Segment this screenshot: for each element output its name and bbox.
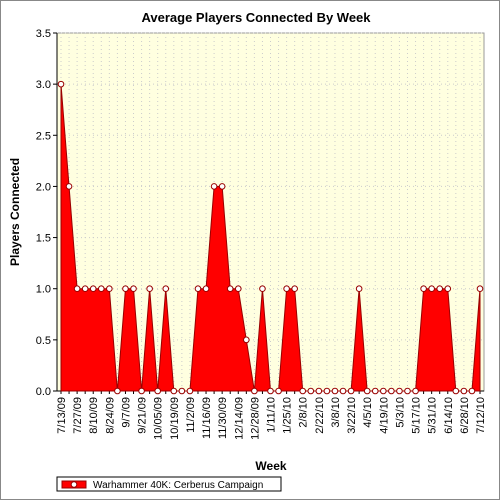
x-tick-label: 5/31/10 xyxy=(427,397,439,434)
point xyxy=(436,285,444,293)
point xyxy=(283,285,290,293)
x-tick-label: 1/25/10 xyxy=(282,397,294,434)
point xyxy=(106,285,113,293)
x-tick-label: 3/22/10 xyxy=(346,397,358,434)
point xyxy=(243,336,250,344)
point xyxy=(89,285,97,293)
x-tick-label: 1/11/10 xyxy=(266,397,278,433)
x-tick-label: 12/28/09 xyxy=(249,397,261,440)
point xyxy=(299,387,307,395)
legend-label: Warhammer 40K: Cerberus Campaign xyxy=(93,480,263,491)
point xyxy=(122,285,129,293)
point xyxy=(178,387,186,395)
y-tick-label: 1.0 xyxy=(36,284,51,296)
point xyxy=(81,285,89,293)
point xyxy=(323,387,331,395)
point xyxy=(251,387,258,395)
point xyxy=(452,387,460,395)
point xyxy=(420,285,427,293)
point xyxy=(154,387,161,395)
x-tick-label: 5/3/10 xyxy=(394,397,406,428)
point xyxy=(428,285,435,293)
point xyxy=(267,387,274,395)
point xyxy=(65,183,73,190)
point xyxy=(73,285,81,293)
point xyxy=(355,285,363,293)
y-tick-label: 0.5 xyxy=(36,335,51,347)
x-tick-label: 4/19/10 xyxy=(378,397,390,434)
x-tick-label: 11/2/09 xyxy=(185,397,197,433)
point xyxy=(194,285,202,293)
x-tick-label: 11/16/09 xyxy=(201,397,213,439)
point xyxy=(170,387,178,395)
x-tick-label: 9/21/09 xyxy=(137,397,149,434)
point xyxy=(97,285,105,293)
point xyxy=(259,285,266,293)
point xyxy=(130,285,137,293)
y-tick-label: 0.0 xyxy=(36,386,51,398)
point xyxy=(307,387,315,395)
legend-box xyxy=(56,476,282,492)
y-tick-label: 3.0 xyxy=(36,79,51,91)
x-tick-label: 2/8/10 xyxy=(298,397,310,428)
point xyxy=(210,183,218,190)
x-tick-label: 6/28/10 xyxy=(459,397,471,434)
x-tick-label: 10/19/09 xyxy=(169,397,181,440)
point xyxy=(114,387,121,395)
point xyxy=(138,387,145,395)
point xyxy=(275,387,282,395)
point xyxy=(412,387,419,395)
point xyxy=(57,80,65,88)
x-tick-label: 9/7/09 xyxy=(120,397,132,428)
x-tick-label: 11/30/09 xyxy=(217,397,229,439)
point xyxy=(396,387,403,395)
point xyxy=(315,387,323,395)
point xyxy=(404,387,411,395)
x-tick-label: 7/12/10 xyxy=(475,397,487,434)
point xyxy=(444,285,452,293)
point xyxy=(339,387,347,395)
point xyxy=(234,285,242,293)
point xyxy=(468,387,476,395)
point xyxy=(371,387,379,395)
x-tick-label: 2/22/10 xyxy=(314,397,326,434)
point xyxy=(218,183,226,190)
x-tick-label: 3/8/10 xyxy=(330,397,342,428)
point xyxy=(388,387,395,395)
y-tick-label: 1.5 xyxy=(36,233,51,245)
point xyxy=(363,387,371,395)
x-tick-label: 4/5/10 xyxy=(362,397,374,428)
x-axis-label: Week xyxy=(255,459,286,473)
chart-title: Average Players Connected By Week xyxy=(141,10,371,25)
point xyxy=(291,285,298,293)
point xyxy=(226,285,234,293)
point xyxy=(186,387,194,395)
x-tick-label: 6/14/10 xyxy=(443,397,455,434)
point xyxy=(476,285,484,293)
x-tick-label: 7/27/09 xyxy=(72,397,84,434)
x-tick-label: 5/17/10 xyxy=(411,397,423,434)
point xyxy=(460,387,468,395)
x-tick-label: 7/13/09 xyxy=(56,397,68,434)
point xyxy=(331,387,339,395)
point xyxy=(202,285,210,293)
x-tick-label: 8/10/09 xyxy=(88,397,100,434)
y-axis-label: Players Connected xyxy=(8,158,22,266)
x-tick-label: 8/24/09 xyxy=(104,397,116,434)
point xyxy=(162,285,170,293)
legend-marker xyxy=(70,481,78,488)
point xyxy=(380,387,387,395)
x-tick-label: 10/05/09 xyxy=(153,397,165,440)
y-tick-label: 2.5 xyxy=(36,130,51,142)
point xyxy=(146,285,153,293)
y-tick-label: 3.5 xyxy=(36,28,51,40)
y-tick-label: 2.0 xyxy=(36,181,51,193)
point xyxy=(347,387,355,395)
x-tick-label: 12/14/09 xyxy=(233,397,245,440)
